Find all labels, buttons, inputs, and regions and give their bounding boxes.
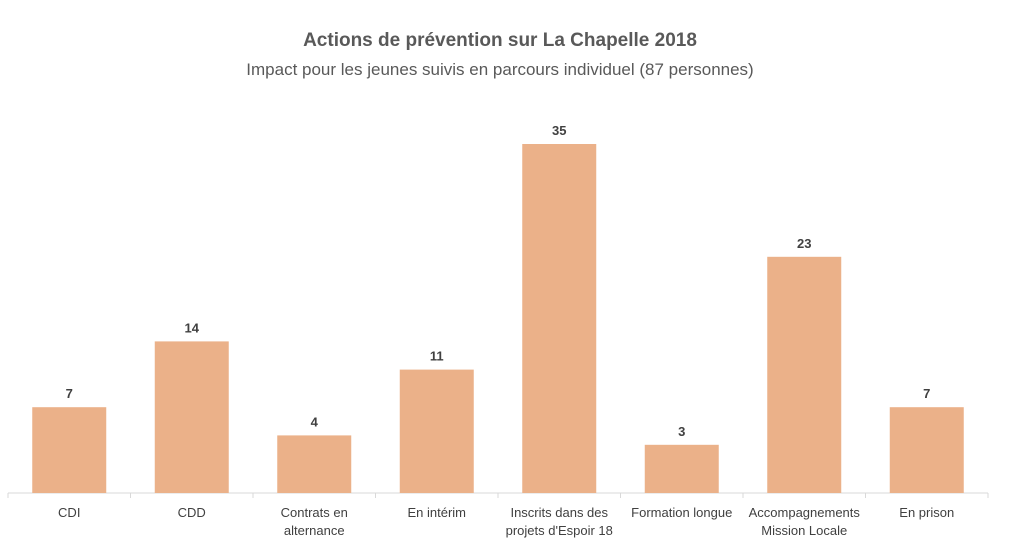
- bar: [644, 444, 719, 493]
- category-label: En prison: [899, 505, 954, 520]
- data-label: 7: [66, 386, 73, 401]
- data-label: 14: [185, 320, 200, 335]
- category-label: alternance: [284, 523, 345, 538]
- data-label: 4: [311, 414, 319, 429]
- bar: [522, 144, 597, 493]
- bar: [277, 435, 352, 493]
- bar: [154, 341, 229, 493]
- chart-title: Actions de prévention sur La Chapelle 20…: [303, 30, 697, 51]
- chart-subtitle: Impact pour les jeunes suivis en parcour…: [246, 60, 754, 79]
- category-label: Inscrits dans des: [510, 505, 608, 520]
- data-label: 3: [678, 424, 685, 439]
- bar: [32, 407, 107, 493]
- category-label: En intérim: [407, 505, 466, 520]
- category-label: Mission Locale: [761, 523, 847, 538]
- data-label: 7: [923, 386, 930, 401]
- category-label: Accompagnements: [749, 505, 861, 520]
- category-label: CDD: [178, 505, 206, 520]
- category-label: Formation longue: [631, 505, 732, 520]
- data-label: 35: [552, 123, 566, 138]
- bar: [767, 256, 842, 493]
- category-label: Contrats en: [281, 505, 348, 520]
- bar: [889, 407, 964, 493]
- category-label: projets d'Espoir 18: [506, 523, 613, 538]
- bar: [399, 369, 474, 493]
- data-label: 11: [430, 349, 444, 364]
- data-label: 23: [797, 236, 811, 251]
- category-label: CDI: [58, 505, 80, 520]
